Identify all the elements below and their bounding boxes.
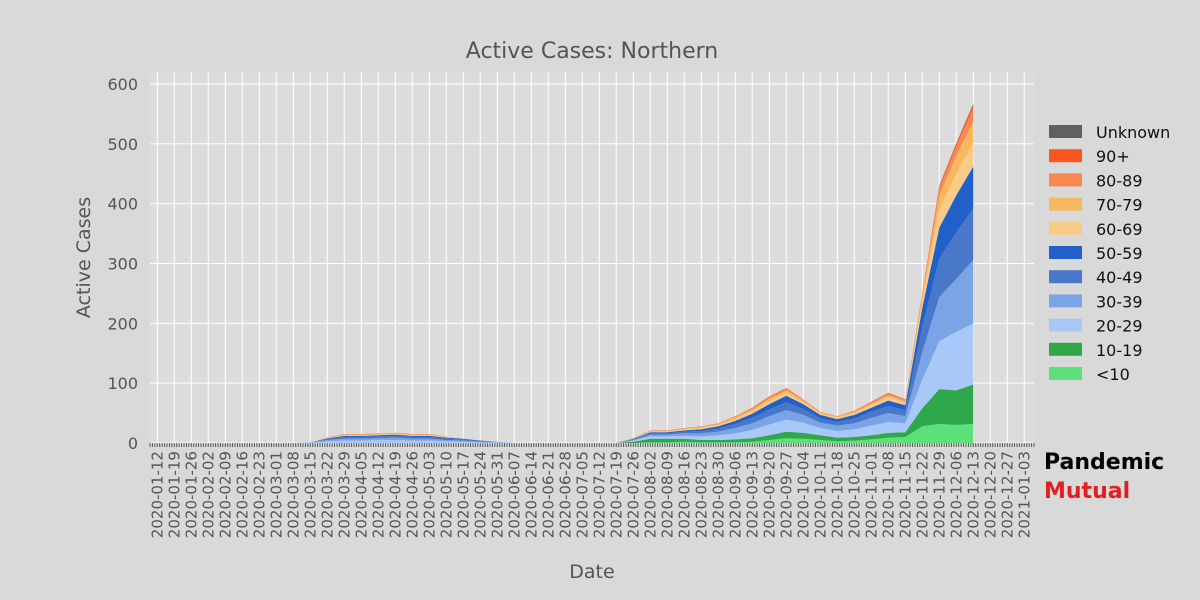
legend-swatch bbox=[1049, 149, 1082, 163]
x-tick-label: 2020-04-19 bbox=[386, 451, 404, 538]
x-tick-label: 2021-01-03 bbox=[1015, 451, 1033, 538]
x-tick-label: 2020-12-06 bbox=[947, 451, 965, 538]
x-tick-label: 2020-09-06 bbox=[726, 451, 744, 538]
x-tick-label: 2020-03-15 bbox=[301, 451, 319, 538]
legend-swatch bbox=[1049, 221, 1082, 235]
legend-label: <10 bbox=[1096, 365, 1130, 384]
legend-swatch bbox=[1049, 318, 1082, 332]
legend-label: 80-89 bbox=[1096, 171, 1143, 190]
x-tick-label: 2020-07-05 bbox=[573, 451, 591, 538]
legend-swatch bbox=[1049, 294, 1082, 308]
y-tick-label: 200 bbox=[107, 314, 138, 333]
x-tick-label: 2020-12-13 bbox=[964, 451, 982, 538]
y-tick-label: 0 bbox=[128, 434, 138, 453]
x-tick-label: 2020-11-01 bbox=[862, 451, 880, 538]
x-tick-label: 2020-06-07 bbox=[505, 451, 523, 538]
area-10 bbox=[157, 423, 974, 443]
x-tick-label: 2020-05-03 bbox=[420, 451, 438, 538]
y-tick-label: 600 bbox=[107, 75, 138, 94]
x-tick-label: 2020-08-09 bbox=[658, 451, 676, 538]
x-tick-label: 2020-10-25 bbox=[845, 451, 863, 538]
plot-area bbox=[150, 72, 1034, 443]
brand-mutual: Mutual bbox=[1044, 479, 1131, 504]
x-tick-label: 2020-05-17 bbox=[454, 451, 472, 538]
brand-pandemic: Pandemic bbox=[1044, 450, 1165, 475]
x-tick-label: 2020-04-05 bbox=[352, 451, 370, 538]
x-tick-label: 2020-01-26 bbox=[182, 451, 200, 538]
x-tick-label: 2020-11-15 bbox=[896, 451, 914, 538]
legend-swatch bbox=[1049, 246, 1082, 259]
x-tick-label: 2020-04-12 bbox=[369, 451, 387, 538]
chart-title: Active Cases: Northern bbox=[466, 39, 718, 64]
legend-label: 30-39 bbox=[1096, 292, 1143, 311]
legend-swatch bbox=[1049, 197, 1082, 211]
legend-label: 40-49 bbox=[1096, 268, 1143, 287]
x-tick-label: 2020-11-08 bbox=[879, 451, 897, 538]
area-10-19 bbox=[157, 384, 974, 443]
legend-swatch bbox=[1049, 367, 1082, 380]
x-axis-title: Date bbox=[569, 561, 614, 583]
x-tick-label: 2020-02-16 bbox=[233, 451, 251, 538]
x-tick-label: 2020-02-23 bbox=[250, 451, 268, 538]
y-tick-label: 400 bbox=[107, 195, 138, 214]
x-tick-label: 2020-09-20 bbox=[760, 451, 778, 538]
legend-swatch bbox=[1049, 342, 1082, 356]
x-tick-label: 2020-03-29 bbox=[335, 451, 353, 538]
x-tick-label: 2020-08-16 bbox=[675, 451, 693, 538]
legend-swatch bbox=[1049, 173, 1082, 187]
x-tick-label: 2020-02-02 bbox=[199, 451, 217, 538]
x-tick-label: 2020-05-24 bbox=[471, 451, 489, 538]
x-tick-label: 2020-06-14 bbox=[522, 451, 540, 538]
x-tick-label: 2020-10-18 bbox=[828, 451, 846, 538]
legend-label: 60-69 bbox=[1096, 220, 1143, 239]
x-tick-label: 2020-03-01 bbox=[267, 451, 285, 538]
legend-label: 70-79 bbox=[1096, 196, 1143, 215]
x-tick-label: 2020-10-11 bbox=[811, 451, 829, 538]
x-tick-label: 2020-12-27 bbox=[998, 451, 1016, 538]
legend-label: 20-29 bbox=[1096, 317, 1143, 336]
legend-swatch bbox=[1049, 270, 1082, 284]
legend-label: 10-19 bbox=[1096, 341, 1143, 360]
y-tick-label: 300 bbox=[107, 254, 138, 273]
x-tick-label: 2020-12-20 bbox=[981, 451, 999, 538]
legend-label: 50-59 bbox=[1096, 244, 1143, 263]
x-tick-label: 2020-07-26 bbox=[624, 451, 642, 538]
legend-swatch bbox=[1049, 125, 1082, 138]
x-tick-label: 2020-04-26 bbox=[403, 451, 421, 538]
x-tick-label: 2020-11-29 bbox=[930, 451, 948, 538]
legend-label: 90+ bbox=[1096, 147, 1130, 166]
x-tick-label: 2020-07-19 bbox=[607, 451, 625, 538]
x-tick-label: 2020-08-30 bbox=[709, 451, 727, 538]
x-tick-label: 2020-01-19 bbox=[165, 451, 183, 538]
x-tick-label: 2020-05-10 bbox=[437, 451, 455, 538]
x-tick-label: 2020-01-12 bbox=[148, 451, 166, 538]
x-tick-label: 2020-08-23 bbox=[692, 451, 710, 538]
y-tick-label: 500 bbox=[107, 135, 138, 154]
y-axis-title: Active Cases bbox=[73, 197, 95, 318]
legend-label: Unknown bbox=[1096, 123, 1170, 142]
x-tick-label: 2020-09-27 bbox=[777, 451, 795, 538]
x-tick-label: 2020-11-22 bbox=[913, 451, 931, 538]
x-tick-label: 2020-07-12 bbox=[590, 451, 608, 538]
x-tick-label: 2020-06-21 bbox=[539, 451, 557, 538]
x-tick-label: 2020-06-28 bbox=[556, 451, 574, 538]
x-tick-label: 2020-03-08 bbox=[284, 451, 302, 538]
x-tick-label: 2020-05-31 bbox=[488, 451, 506, 538]
y-tick-label: 100 bbox=[107, 374, 138, 393]
area-20-29 bbox=[157, 323, 974, 443]
x-tick-label: 2020-10-04 bbox=[794, 451, 812, 538]
x-tick-label: 2020-08-02 bbox=[641, 451, 659, 538]
x-tick-label: 2020-03-22 bbox=[318, 451, 336, 538]
x-tick-label: 2020-09-13 bbox=[743, 451, 761, 538]
x-tick-label: 2020-02-09 bbox=[216, 451, 234, 538]
